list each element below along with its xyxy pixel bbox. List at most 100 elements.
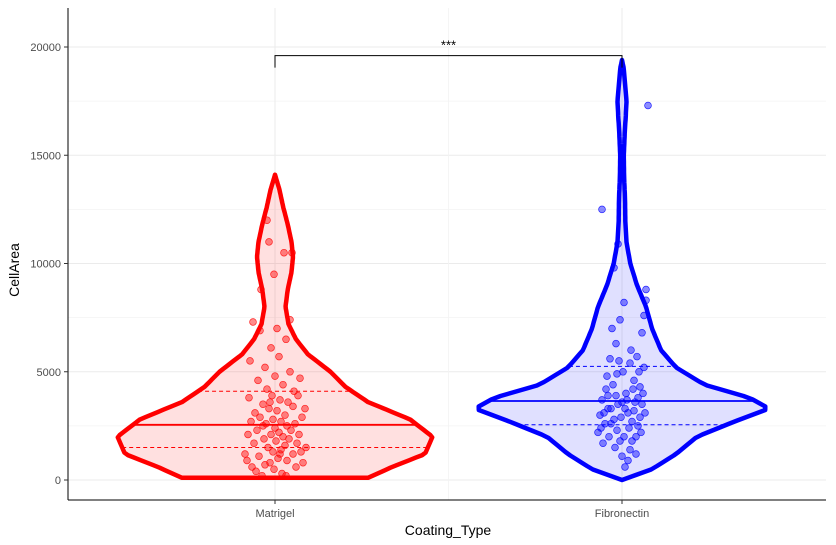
data-point xyxy=(607,419,615,428)
data-point xyxy=(606,355,614,363)
data-point xyxy=(612,391,620,400)
data-point xyxy=(257,285,265,294)
data-point xyxy=(631,398,639,406)
data-point xyxy=(269,448,277,456)
data-point xyxy=(292,463,300,471)
data-point xyxy=(289,450,297,458)
data-point xyxy=(256,326,264,335)
data-point xyxy=(299,458,307,467)
data-point xyxy=(599,439,607,447)
data-point xyxy=(629,385,637,393)
grid-lines xyxy=(68,8,826,500)
data-point xyxy=(276,396,284,404)
data-point xyxy=(273,406,281,415)
data-point xyxy=(644,101,652,110)
data-point xyxy=(263,216,271,224)
data-point xyxy=(281,441,289,450)
data-point xyxy=(259,422,267,430)
data-point xyxy=(249,318,257,326)
data-point xyxy=(287,426,295,434)
y-tick-label: 20000 xyxy=(30,42,61,54)
data-point xyxy=(273,324,281,333)
x-tick-label: Matrigel xyxy=(255,508,294,520)
data-point xyxy=(625,424,633,432)
data-point xyxy=(267,430,275,439)
x-tick-label: Fibronectin xyxy=(595,508,649,520)
violin-matrigel xyxy=(115,172,435,481)
data-point xyxy=(280,248,288,257)
data-point xyxy=(289,402,297,411)
data-point xyxy=(252,467,260,476)
data-point xyxy=(293,439,301,447)
data-point xyxy=(241,450,249,458)
significance-bracket-line xyxy=(274,55,623,68)
data-point xyxy=(250,439,258,447)
data-point xyxy=(271,372,279,380)
data-point xyxy=(301,404,309,413)
data-point xyxy=(642,296,650,305)
data-point xyxy=(270,465,278,473)
jitter-points xyxy=(241,101,652,480)
data-point xyxy=(630,376,638,385)
data-point xyxy=(269,415,277,424)
data-point xyxy=(284,398,292,406)
data-point xyxy=(620,432,628,441)
data-point xyxy=(264,443,272,452)
data-point xyxy=(614,240,622,248)
data-point xyxy=(624,456,632,465)
data-point xyxy=(255,452,263,460)
data-point xyxy=(265,238,273,246)
data-point xyxy=(296,374,304,382)
data-point xyxy=(621,404,629,413)
data-point xyxy=(270,270,278,279)
data-point xyxy=(612,339,620,348)
data-point xyxy=(294,391,302,400)
violins xyxy=(115,57,768,483)
data-point xyxy=(604,404,612,413)
axes: 0 5000 10000 15000 20000 Matrigel Fibronectin xyxy=(30,8,826,520)
data-point xyxy=(263,385,271,393)
data-point xyxy=(279,380,287,389)
data-point xyxy=(627,346,635,354)
data-point xyxy=(243,456,251,465)
data-point xyxy=(633,352,641,361)
data-point xyxy=(244,430,252,439)
data-point xyxy=(613,426,621,434)
data-point xyxy=(291,419,299,428)
data-point xyxy=(628,437,636,445)
data-point xyxy=(638,329,646,337)
data-point xyxy=(266,398,274,406)
data-point xyxy=(598,396,606,404)
data-point xyxy=(637,428,645,437)
data-point xyxy=(288,248,296,257)
data-point xyxy=(302,443,310,452)
data-point xyxy=(617,413,625,421)
data-point xyxy=(295,430,303,439)
data-point xyxy=(603,372,611,380)
data-point xyxy=(260,435,268,443)
data-point xyxy=(618,398,626,406)
data-point xyxy=(622,389,630,398)
data-point xyxy=(607,404,615,413)
data-point xyxy=(268,391,276,400)
data-point xyxy=(246,357,254,365)
data-point xyxy=(261,363,269,372)
data-point xyxy=(618,452,626,460)
data-point xyxy=(247,417,255,426)
data-point xyxy=(253,426,261,434)
y-tick-label: 10000 xyxy=(30,259,61,271)
data-point xyxy=(297,448,305,456)
significance-label: *** xyxy=(441,38,456,53)
data-point xyxy=(278,469,286,478)
data-point xyxy=(626,359,634,367)
data-point xyxy=(638,400,646,408)
data-point xyxy=(621,463,629,471)
data-point xyxy=(266,458,274,467)
data-point xyxy=(609,380,617,389)
data-point xyxy=(285,435,293,443)
y-tick-label: 5000 xyxy=(37,367,61,379)
data-point xyxy=(256,413,264,421)
data-point xyxy=(267,344,275,352)
data-point xyxy=(258,471,266,480)
data-point xyxy=(286,368,294,376)
